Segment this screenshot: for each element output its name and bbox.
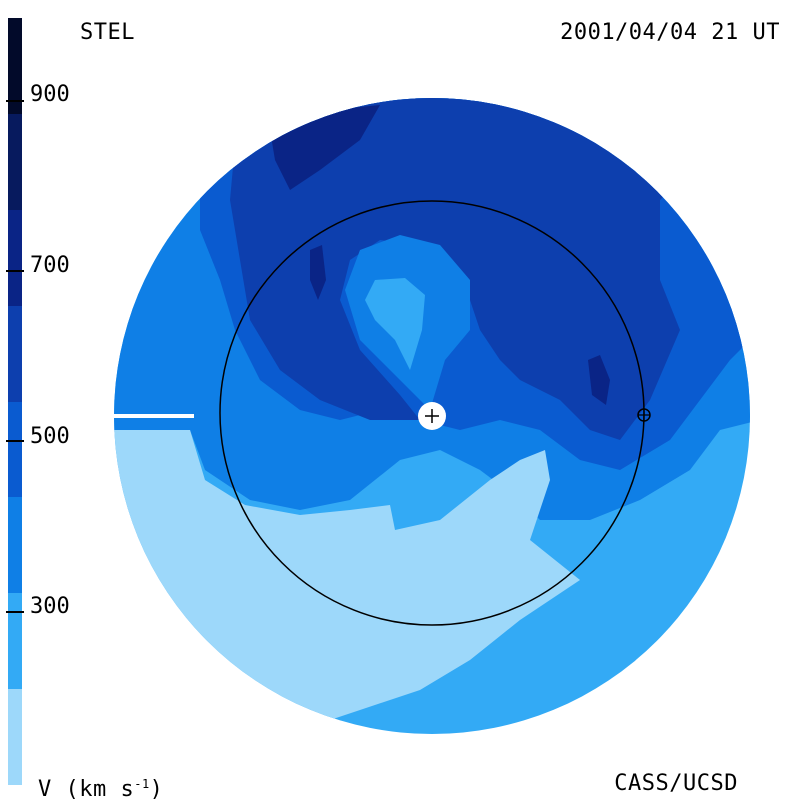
colorbar-segment-600 xyxy=(8,305,22,402)
region-700-east xyxy=(588,355,610,405)
colorbar-tick-500 xyxy=(6,440,24,442)
region-700-west xyxy=(310,245,326,300)
region-600 xyxy=(230,98,700,440)
velocity-disk xyxy=(114,98,750,734)
units-exponent: -1 xyxy=(134,777,150,791)
colorbar-segment-500 xyxy=(8,401,22,498)
colorbar-label-300: 300 xyxy=(30,594,70,619)
colorbar-label-700: 700 xyxy=(30,253,70,278)
data-gap-strip xyxy=(112,414,194,418)
colorbar-segment-700 xyxy=(8,209,22,306)
timestamp-label: 2001/04/04 21 UT xyxy=(560,20,780,45)
instrument-label: STEL xyxy=(80,20,135,45)
velocity-colorbar xyxy=(8,18,22,785)
units-suffix: ) xyxy=(149,777,164,800)
colorbar-segment-200 xyxy=(8,688,22,785)
units-label: V (km s-1) xyxy=(38,773,163,800)
colorbar-tick-700 xyxy=(6,270,24,272)
colorbar-label-900: 900 xyxy=(30,82,70,107)
colorbar-segment-900 xyxy=(8,18,22,115)
colorbar-label-500: 500 xyxy=(30,424,70,449)
colorbar-segment-300 xyxy=(8,592,22,689)
units-prefix: V (km s xyxy=(38,777,135,800)
colorbar-segment-800 xyxy=(8,113,22,210)
colorbar-tick-900 xyxy=(6,100,24,102)
region-central-300 xyxy=(365,278,425,370)
credit-label: CASS/UCSD xyxy=(614,771,738,796)
colorbar-segment-400 xyxy=(8,496,22,593)
colorbar-tick-300 xyxy=(6,611,24,613)
